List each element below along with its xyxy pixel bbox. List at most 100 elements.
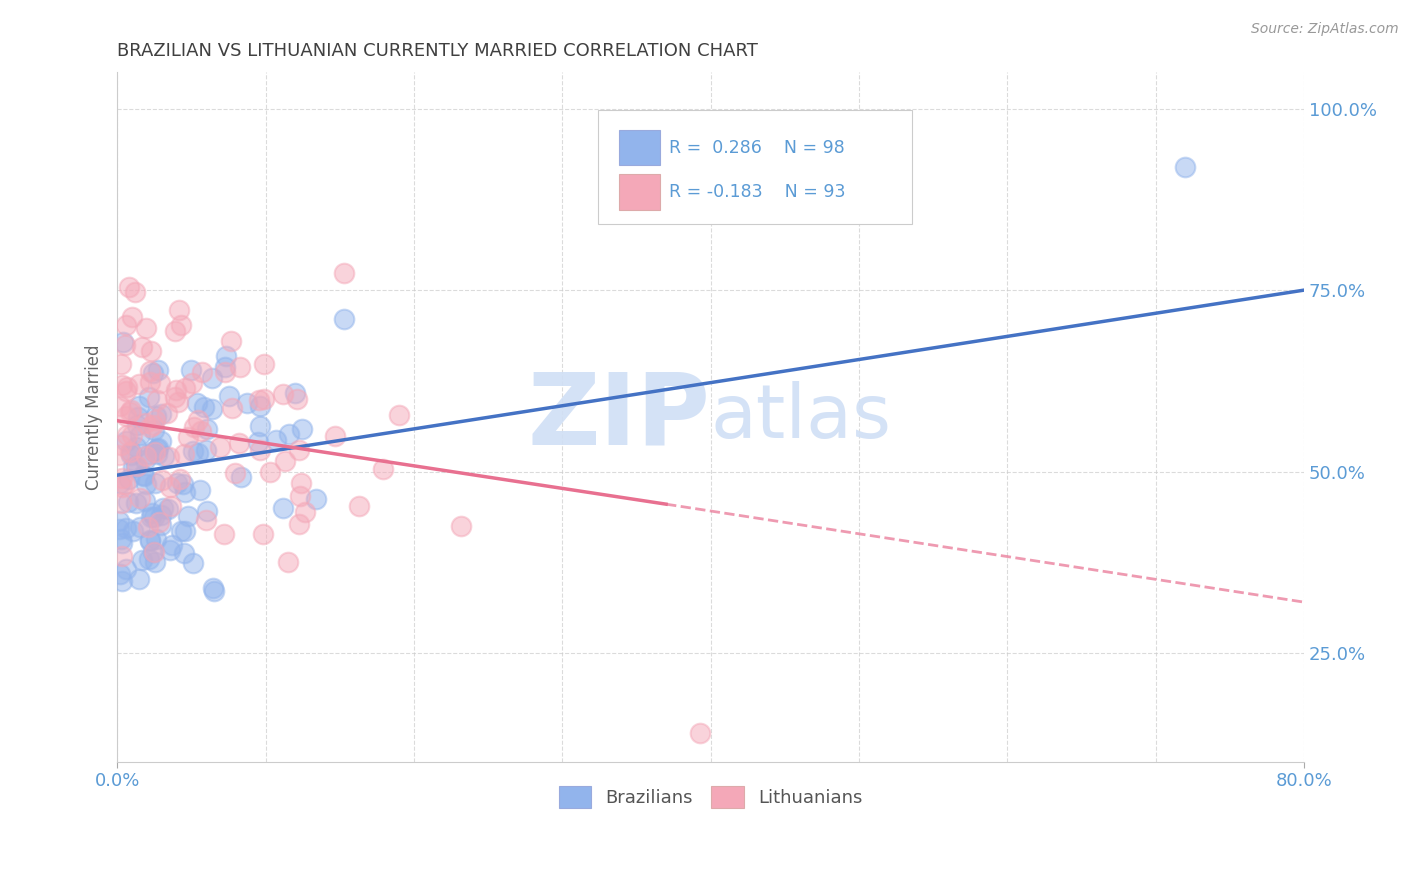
- Point: [169, 472, 191, 486]
- Point: [284, 386, 307, 401]
- Point: [134, 417, 156, 431]
- Point: [181, 557, 204, 571]
- Point: [150, 434, 173, 448]
- Point: [278, 427, 301, 442]
- Point: [235, 395, 257, 409]
- Point: [194, 443, 217, 458]
- Point: [215, 349, 238, 363]
- Point: [142, 366, 165, 380]
- Point: [143, 475, 166, 490]
- Point: [127, 418, 149, 433]
- Point: [117, 380, 139, 394]
- Point: [253, 357, 276, 371]
- Point: [141, 509, 163, 524]
- Point: [1174, 160, 1197, 174]
- Point: [170, 524, 193, 538]
- Point: [160, 499, 183, 513]
- Point: [139, 534, 162, 549]
- Point: [202, 583, 225, 598]
- Point: [145, 442, 167, 456]
- Point: [115, 434, 138, 449]
- Point: [191, 365, 214, 379]
- Point: [135, 450, 157, 464]
- Point: [187, 413, 209, 427]
- Point: [111, 574, 134, 588]
- Point: [274, 454, 297, 468]
- Point: [120, 405, 142, 419]
- Point: [143, 445, 166, 459]
- Point: [107, 522, 129, 536]
- Point: [142, 510, 165, 524]
- Point: [305, 491, 328, 506]
- Point: [271, 501, 294, 516]
- Y-axis label: Currently Married: Currently Married: [86, 344, 103, 490]
- Point: [115, 409, 138, 424]
- Point: [143, 555, 166, 569]
- Point: [188, 483, 211, 498]
- Point: [252, 527, 274, 541]
- Point: [259, 466, 281, 480]
- Point: [128, 377, 150, 392]
- Point: [288, 443, 311, 458]
- Point: [183, 419, 205, 434]
- Point: [120, 403, 142, 417]
- Point: [186, 396, 208, 410]
- Point: [108, 399, 131, 413]
- Point: [689, 725, 711, 739]
- Point: [294, 505, 316, 519]
- Point: [110, 357, 132, 371]
- Point: [193, 400, 215, 414]
- Point: [128, 572, 150, 586]
- Point: [201, 401, 224, 416]
- Point: [150, 508, 173, 523]
- Point: [253, 392, 276, 407]
- Point: [120, 448, 142, 462]
- Point: [156, 502, 179, 516]
- Text: R = -0.183    N = 93: R = -0.183 N = 93: [669, 184, 845, 202]
- Point: [115, 427, 138, 442]
- Point: [121, 428, 143, 442]
- Point: [209, 440, 232, 454]
- Point: [180, 376, 202, 391]
- Point: [249, 399, 271, 413]
- Point: [285, 392, 308, 406]
- Point: [150, 474, 173, 488]
- Point: [218, 389, 240, 403]
- Point: [129, 428, 152, 442]
- Point: [249, 443, 271, 458]
- Point: [290, 490, 312, 504]
- Point: [134, 468, 156, 483]
- Point: [114, 384, 136, 399]
- Point: [388, 409, 411, 423]
- Point: [131, 340, 153, 354]
- Point: [229, 469, 252, 483]
- Point: [149, 376, 172, 390]
- Point: [138, 551, 160, 566]
- Point: [121, 459, 143, 474]
- Point: [173, 446, 195, 460]
- Point: [145, 533, 167, 547]
- Point: [125, 440, 148, 454]
- Point: [172, 476, 194, 491]
- Point: [138, 446, 160, 460]
- Point: [214, 360, 236, 375]
- Point: [143, 444, 166, 458]
- Point: [180, 362, 202, 376]
- Point: [118, 472, 141, 486]
- Point: [152, 501, 174, 516]
- Point: [110, 549, 132, 563]
- Point: [124, 285, 146, 300]
- Point: [165, 383, 187, 397]
- Point: [146, 392, 169, 407]
- Point: [153, 449, 176, 463]
- Point: [139, 344, 162, 359]
- Point: [129, 491, 152, 505]
- Text: BRAZILIAN VS LITHUANIAN CURRENTLY MARRIED CORRELATION CHART: BRAZILIAN VS LITHUANIAN CURRENTLY MARRIE…: [117, 42, 758, 60]
- Point: [177, 509, 200, 524]
- Point: [157, 450, 180, 464]
- Point: [148, 442, 170, 456]
- Point: [371, 461, 394, 475]
- Point: [174, 485, 197, 500]
- Point: [142, 417, 165, 432]
- Point: [134, 453, 156, 467]
